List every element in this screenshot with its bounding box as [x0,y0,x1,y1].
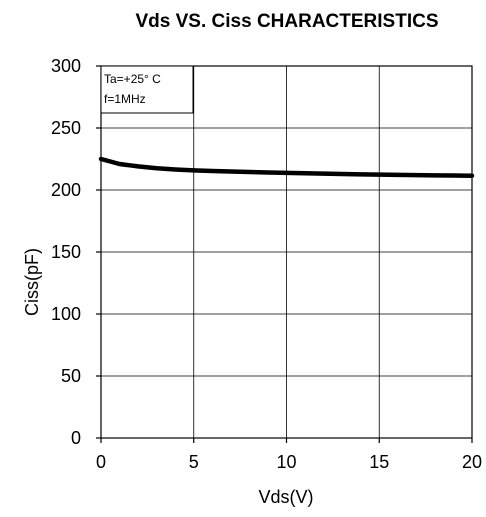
y-tick-label-2: 100 [51,304,81,324]
grid-layer [101,66,472,438]
annotation-frequency: f=1MHz [104,92,146,106]
y-tick-label-3: 150 [51,242,81,262]
y-tick-label-5: 250 [51,118,81,138]
x-tick-label-4: 20 [462,452,482,472]
x-tick-label-0: 0 [96,452,106,472]
x-axis-label: Vds(V) [258,487,313,507]
x-tick-label-2: 10 [276,452,296,472]
y-axis-label: Ciss(pF) [22,248,42,316]
chart-title: Vds VS. Ciss CHARACTERISTICS [136,11,439,32]
y-tick-label-6: 300 [51,56,81,76]
y-tick-label-1: 50 [61,366,81,386]
annotation-box-frame [100,65,194,114]
annotation-box: Ta=+25° C f=1MHz [100,65,194,114]
y-tick-label-0: 0 [71,428,81,448]
x-tick-label-1: 5 [189,452,199,472]
y-tick-label-4: 200 [51,180,81,200]
series-line-0 [98,156,475,178]
annotation-temperature: Ta=+25° C [104,72,161,86]
x-tick-label-3: 15 [369,452,389,472]
series-layer [98,156,475,178]
